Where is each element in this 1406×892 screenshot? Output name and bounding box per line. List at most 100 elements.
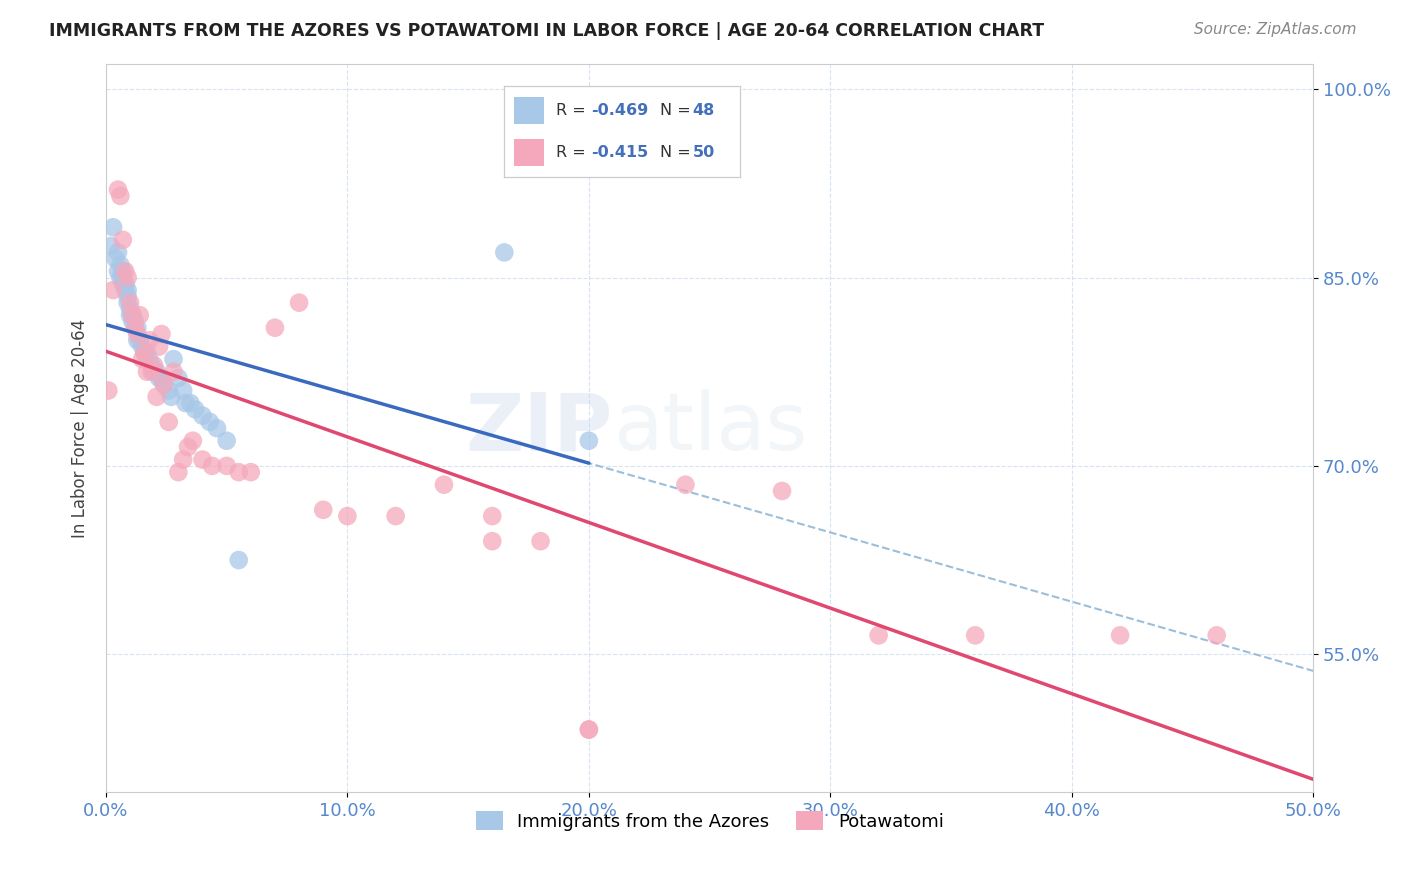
Point xyxy=(1205,628,1227,642)
Point xyxy=(111,270,134,285)
Point xyxy=(118,301,141,316)
Point xyxy=(127,333,149,347)
Point xyxy=(111,264,134,278)
Point xyxy=(160,390,183,404)
Point xyxy=(288,295,311,310)
Point xyxy=(97,384,120,398)
Point xyxy=(162,365,184,379)
Point xyxy=(481,509,503,524)
Point xyxy=(145,365,167,379)
Point xyxy=(134,346,156,360)
Point xyxy=(107,264,129,278)
Point xyxy=(118,308,141,322)
Point xyxy=(162,352,184,367)
Point xyxy=(174,396,197,410)
Point xyxy=(264,320,287,334)
Point xyxy=(215,458,238,473)
Point xyxy=(114,264,136,278)
Point xyxy=(228,553,250,567)
Point xyxy=(124,314,146,328)
Point xyxy=(117,289,139,303)
Point xyxy=(110,270,132,285)
Point xyxy=(179,396,201,410)
Point xyxy=(153,377,176,392)
Point xyxy=(141,359,163,373)
Point xyxy=(148,340,170,354)
Point xyxy=(336,509,359,524)
Point xyxy=(128,308,150,322)
Point xyxy=(110,258,132,272)
Point xyxy=(117,295,139,310)
Point xyxy=(127,320,149,334)
Point xyxy=(138,333,160,347)
Point xyxy=(117,283,139,297)
Point xyxy=(117,270,139,285)
Point xyxy=(529,534,551,549)
Point xyxy=(104,252,127,266)
Point xyxy=(868,628,890,642)
Point xyxy=(107,245,129,260)
Point xyxy=(128,333,150,347)
Point xyxy=(141,365,163,379)
Point xyxy=(110,189,132,203)
Point xyxy=(136,346,159,360)
Point xyxy=(201,458,224,473)
Point xyxy=(172,452,194,467)
Point xyxy=(153,377,176,392)
Point xyxy=(148,371,170,385)
Point xyxy=(312,503,335,517)
Point xyxy=(157,415,180,429)
Point xyxy=(100,239,122,253)
Point xyxy=(172,384,194,398)
Point xyxy=(433,477,456,491)
Point xyxy=(150,371,173,385)
Point xyxy=(191,409,214,423)
Point xyxy=(121,314,143,328)
Point xyxy=(134,346,156,360)
Point xyxy=(114,283,136,297)
Point xyxy=(205,421,228,435)
Point xyxy=(177,440,200,454)
Point xyxy=(184,402,207,417)
Text: IMMIGRANTS FROM THE AZORES VS POTAWATOMI IN LABOR FORCE | AGE 20-64 CORRELATION : IMMIGRANTS FROM THE AZORES VS POTAWATOMI… xyxy=(49,22,1045,40)
Point xyxy=(143,359,166,373)
Point xyxy=(131,340,153,354)
Point xyxy=(239,465,262,479)
Text: atlas: atlas xyxy=(613,389,807,467)
Point xyxy=(121,308,143,322)
Point xyxy=(131,352,153,367)
Text: ZIP: ZIP xyxy=(465,389,613,467)
Point xyxy=(150,326,173,341)
Point xyxy=(965,628,987,642)
Point xyxy=(167,371,190,385)
Point xyxy=(181,434,204,448)
Point xyxy=(494,245,516,260)
Point xyxy=(138,352,160,367)
Y-axis label: In Labor Force | Age 20-64: In Labor Force | Age 20-64 xyxy=(72,318,89,538)
Point xyxy=(145,390,167,404)
Point xyxy=(143,365,166,379)
Point xyxy=(121,308,143,322)
Point xyxy=(101,220,124,235)
Legend: Immigrants from the Azores, Potawatomi: Immigrants from the Azores, Potawatomi xyxy=(475,812,943,830)
Point xyxy=(198,415,221,429)
Point xyxy=(107,183,129,197)
Point xyxy=(384,509,406,524)
Point xyxy=(111,233,134,247)
Point xyxy=(578,434,600,448)
Point xyxy=(124,320,146,334)
Point xyxy=(167,465,190,479)
Point xyxy=(136,365,159,379)
Point xyxy=(127,326,149,341)
Point xyxy=(228,465,250,479)
Point xyxy=(215,434,238,448)
Point xyxy=(578,723,600,737)
Text: Source: ZipAtlas.com: Source: ZipAtlas.com xyxy=(1194,22,1357,37)
Point xyxy=(770,483,793,498)
Point xyxy=(191,452,214,467)
Point xyxy=(675,477,697,491)
Point xyxy=(157,384,180,398)
Point xyxy=(111,277,134,291)
Point xyxy=(1109,628,1132,642)
Point xyxy=(101,283,124,297)
